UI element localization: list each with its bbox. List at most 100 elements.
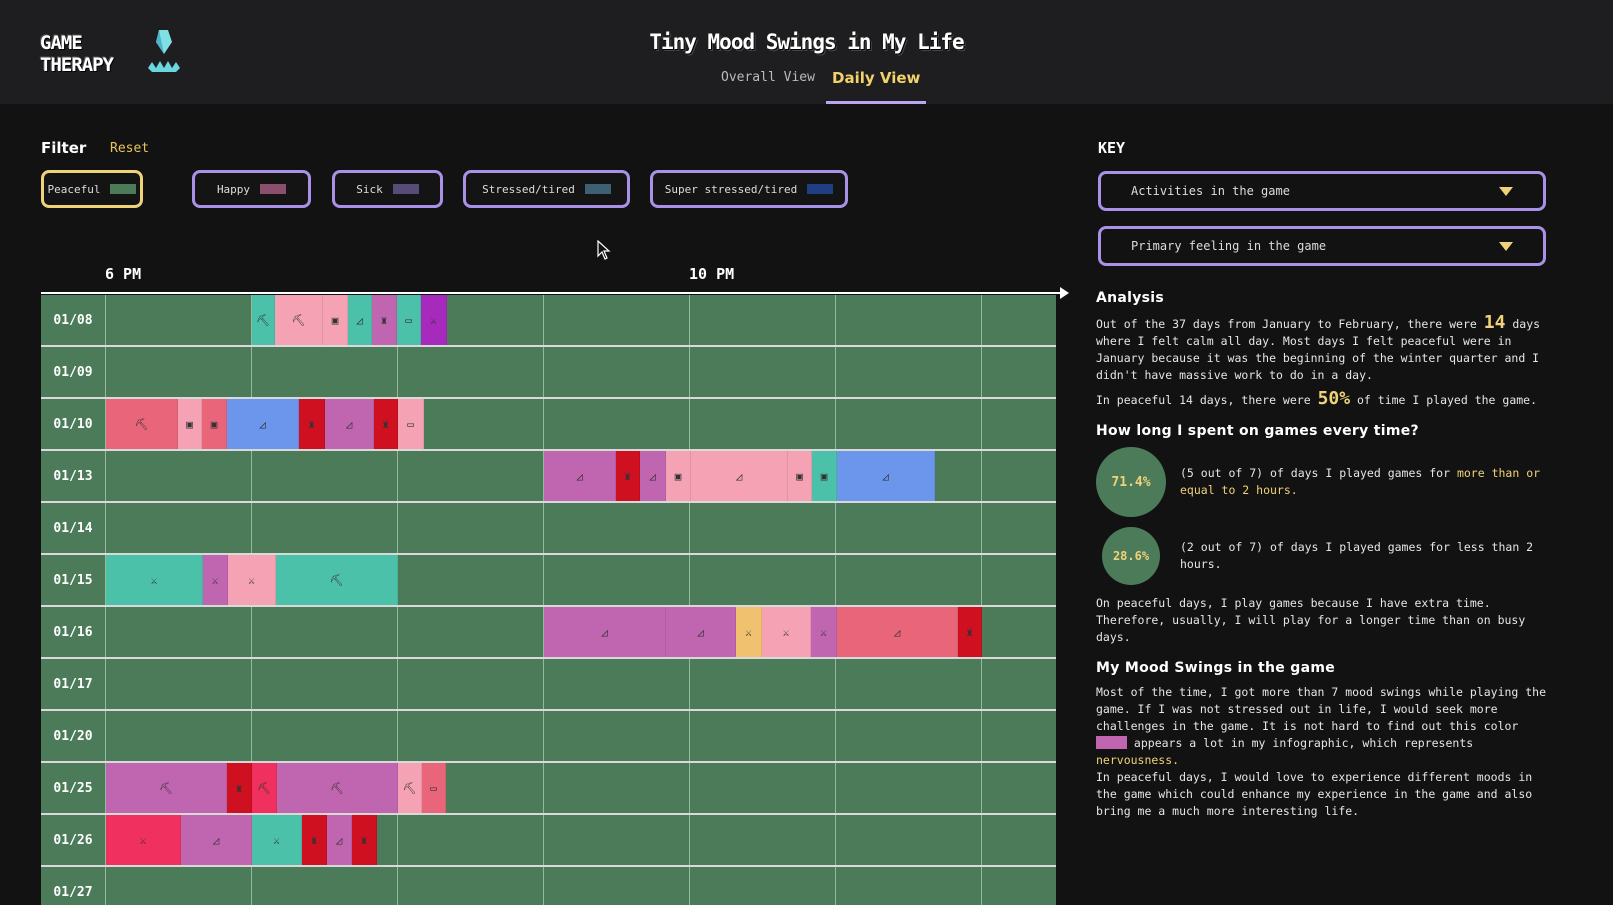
logo-line-1: GAME xyxy=(40,32,83,54)
row-date: 01/17 xyxy=(53,676,93,692)
text: In peaceful 14 days, there were xyxy=(1096,393,1318,407)
key-title: KEY xyxy=(1098,139,1126,157)
anvil-icon[interactable]: ♜ xyxy=(352,815,377,865)
chip-label: Happy xyxy=(216,182,251,196)
sword-icon[interactable]: ⚔ xyxy=(228,555,276,605)
boot-icon[interactable]: ◿ xyxy=(348,295,372,345)
anvil-icon[interactable]: ♜ xyxy=(958,607,982,657)
sword-icon[interactable]: ⚔ xyxy=(106,815,181,865)
chest-icon[interactable]: ▣ xyxy=(202,399,227,449)
anvil-icon[interactable]: ♜ xyxy=(374,399,398,449)
grid-line xyxy=(543,295,544,905)
mouse-cursor-icon xyxy=(597,240,611,260)
boot-icon[interactable]: ◿ xyxy=(837,607,958,657)
stat-text: (5 out of 7) of days I played games for … xyxy=(1180,465,1552,499)
anvil-icon[interactable]: ♜ xyxy=(227,763,252,813)
stat-row: 71.4% (5 out of 7) of days I played game… xyxy=(1096,447,1552,517)
dropdown-label: Primary feeling in the game xyxy=(1131,239,1327,253)
anvil-icon[interactable]: ♜ xyxy=(616,451,640,501)
chest-icon[interactable]: ▣ xyxy=(323,295,348,345)
tab-overall-view[interactable]: Overall View xyxy=(721,70,815,85)
time-label-6pm: 6 PM xyxy=(105,265,142,283)
sick-swatch xyxy=(392,184,419,194)
boot-icon[interactable]: ◿ xyxy=(666,607,736,657)
text: days where I felt calm all day. Most day… xyxy=(1096,317,1541,382)
chest-icon[interactable]: ▣ xyxy=(788,451,812,501)
timeline-row: 01/26 ⚔ ◿ ⚔ ♜ ◿ ♜ xyxy=(41,815,1056,867)
top-bar: GAME THERAPY Tiny Mood Swings in My Life… xyxy=(0,0,1613,104)
chest-icon[interactable]: ▣ xyxy=(666,451,691,501)
peaceful-swatch xyxy=(110,184,137,194)
pickaxe-icon[interactable]: ⛏ xyxy=(276,555,398,605)
tab-daily-view[interactable]: Daily View xyxy=(832,69,921,87)
sword-icon[interactable]: ⚔ xyxy=(421,295,447,345)
boot-icon[interactable]: ◿ xyxy=(227,399,299,449)
filter-chip-stressed-tired[interactable]: Stressed/tired xyxy=(463,170,630,208)
anvil-icon[interactable]: ♜ xyxy=(372,295,397,345)
time-label-10pm: 10 PM xyxy=(689,265,735,283)
pickaxe-icon[interactable]: ⛏ xyxy=(252,763,277,813)
boot-icon[interactable]: ◿ xyxy=(544,607,666,657)
analysis-panel: Analysis Out of the 37 days from January… xyxy=(1096,290,1552,826)
cart-icon[interactable]: ▭ xyxy=(398,399,424,449)
happy-swatch xyxy=(260,184,287,194)
stat-circle-large: 71.4% xyxy=(1096,447,1166,517)
primary-feeling-dropdown[interactable]: Primary feeling in the game xyxy=(1098,226,1546,266)
logo-line-2: THERAPY xyxy=(40,54,114,76)
chest-icon[interactable]: ▣ xyxy=(812,451,837,501)
filter-label: Filter xyxy=(41,139,87,157)
sword-icon[interactable]: ⚔ xyxy=(203,555,228,605)
activities-dropdown[interactable]: Activities in the game xyxy=(1098,171,1546,211)
row-date: 01/13 xyxy=(53,468,93,484)
cart-icon[interactable]: ▭ xyxy=(422,763,446,813)
chest-icon[interactable]: ▣ xyxy=(178,399,202,449)
chevron-down-icon xyxy=(1499,242,1513,251)
text: appears a lot in my infographic, which r… xyxy=(1127,736,1474,750)
pickaxe-icon[interactable]: ⛏ xyxy=(106,763,227,813)
timeline-row: 01/15 ⚔ ⚔ ⚔ ⛏ xyxy=(41,555,1056,607)
chip-label: Stressed/tired xyxy=(482,182,575,196)
anvil-icon[interactable]: ♜ xyxy=(302,815,327,865)
row-date: 01/20 xyxy=(53,728,93,744)
boot-icon[interactable]: ◿ xyxy=(837,451,935,501)
pickaxe-icon[interactable]: ⛏ xyxy=(252,295,275,345)
crystal-icon xyxy=(148,30,180,72)
arrow-right-icon xyxy=(1060,287,1069,299)
sword-icon[interactable]: ⚔ xyxy=(106,555,203,605)
sword-icon[interactable]: ⚔ xyxy=(762,607,811,657)
boot-icon[interactable]: ◿ xyxy=(691,451,788,501)
pickaxe-icon[interactable]: ⛏ xyxy=(277,763,398,813)
filter-chip-happy[interactable]: Happy xyxy=(192,170,311,208)
boot-icon[interactable]: ◿ xyxy=(327,815,352,865)
mood-title: My Mood Swings in the game xyxy=(1096,660,1336,676)
boot-icon[interactable]: ◿ xyxy=(640,451,666,501)
grid-line xyxy=(981,295,982,905)
mood-paragraph-2: In peaceful days, I would love to experi… xyxy=(1096,770,1533,818)
anvil-icon[interactable]: ♜ xyxy=(299,399,325,449)
pickaxe-icon[interactable]: ⛏ xyxy=(275,295,323,345)
sword-icon[interactable]: ⚔ xyxy=(252,815,302,865)
text: Most of the time, I got more than 7 mood… xyxy=(1096,685,1547,733)
boot-icon[interactable]: ◿ xyxy=(325,399,374,449)
logo[interactable]: GAME THERAPY xyxy=(40,32,114,76)
dropdown-label: Activities in the game xyxy=(1131,184,1290,198)
filter-chip-sick[interactable]: Sick xyxy=(332,170,443,208)
sword-icon[interactable]: ⚔ xyxy=(736,607,762,657)
boot-icon[interactable]: ◿ xyxy=(181,815,252,865)
timeline-row: 01/20 xyxy=(41,711,1056,763)
timeline-row: 01/25 ⛏ ♜ ⛏ ⛏ ⛏ ▭ xyxy=(41,763,1056,815)
boot-icon[interactable]: ◿ xyxy=(544,451,616,501)
pickaxe-icon[interactable]: ⛏ xyxy=(398,763,422,813)
text: of time I played the game. xyxy=(1350,393,1538,407)
analysis-paragraph-2: In peaceful 14 days, there were 50% of t… xyxy=(1096,390,1552,409)
mood-paragraph-1: Most of the time, I got more than 7 mood… xyxy=(1096,684,1552,769)
cart-icon[interactable]: ▭ xyxy=(397,295,421,345)
filter-chip-super-stressed[interactable]: Super stressed/tired xyxy=(650,170,848,208)
filter-chip-peaceful[interactable]: Peaceful xyxy=(41,170,143,208)
row-date: 01/15 xyxy=(53,572,93,588)
reset-link[interactable]: Reset xyxy=(110,141,150,156)
sword-icon[interactable]: ⚔ xyxy=(811,607,837,657)
chevron-down-icon xyxy=(1499,187,1513,196)
row-date: 01/26 xyxy=(53,832,93,848)
pickaxe-icon[interactable]: ⛏ xyxy=(106,399,178,449)
